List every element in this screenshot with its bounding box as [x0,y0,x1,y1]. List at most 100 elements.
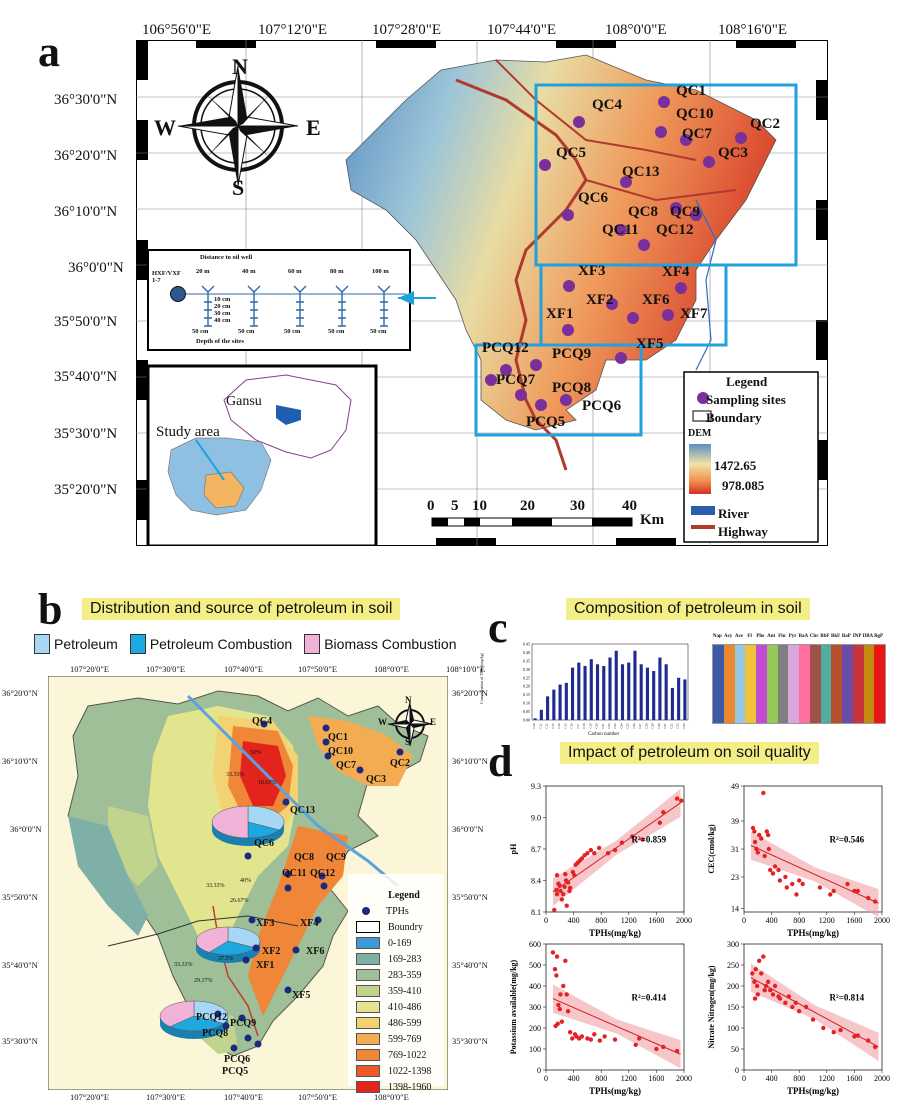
site-label: PCQ5 [526,414,566,430]
scale-tick: 0 [427,498,435,514]
scatter-point [567,888,572,894]
pie-slice [193,1000,229,1024]
scatter-point [817,885,823,890]
panel-letter-d: d [488,737,513,786]
pah-labels: Nap Acy Ace Fl Phe Ant Flu Pyr BaA Chr BbF BkF BaP IN… [712,634,884,639]
legend-sampling: Sampling sites [706,392,786,407]
panel-d: d Impact of petroleum on soil quality 0 4… [480,730,900,1106]
scatter-point [872,899,878,904]
pah-segment [766,645,778,723]
site-label: QC7 [682,126,712,142]
scatter-point [845,881,850,887]
scatter-point [755,992,760,997]
class-swatch [356,953,380,965]
gansu-label: Gansu [226,394,262,409]
pie-label: 16.67% [258,780,277,786]
scatter-point [612,1037,618,1042]
depth-distance: 20 m [196,268,210,275]
scatter-point [756,958,762,963]
pah-label: BaA [798,634,809,639]
depth-value: 30 cm [214,310,231,317]
scatter-point [764,829,769,834]
site-label: XF4 [662,264,690,280]
scatter-plot: 0 400 800 1200 1600 2000 300 250 200 150 100 50 0 TPH… [707,940,890,1096]
scatter-point [640,837,645,842]
coord-label: 35°50'0"N [54,314,118,330]
legend-boundary: Boundry [356,919,452,935]
scatter-point [674,796,680,801]
y-tick-label: 31 [731,845,739,854]
bar [558,684,562,720]
pah-label: BaP [841,634,851,639]
scale-tick: 5 [451,498,459,514]
coord-label: 36°10'0"N [2,756,38,766]
panel-a: a 106°56'0"E 107°12'0"E 107°28'0"E 107°4… [38,22,828,546]
bar [627,662,631,720]
scatter-point [776,867,781,873]
x-tick-label: 1200 [621,1074,637,1083]
y-axis-label: pH [509,843,518,854]
site-label: XF6 [642,292,670,308]
scatter-point [588,847,594,853]
panel-a-map [136,40,828,546]
scatter-point [783,1000,788,1005]
pie-label: 37.5% [218,956,234,962]
compass-n: N [232,54,248,79]
scatter-point [559,897,565,902]
site-label: QC5 [556,145,586,161]
spacing-label: 50 cm [284,328,301,335]
scatter-point [550,950,556,955]
site-label: PCQ9 [230,1018,257,1029]
class-swatch [356,969,380,981]
scatter-point [552,907,557,913]
pah-label: BkF [831,634,841,639]
x-tick-label: 400 [766,916,778,925]
class-label: 283-359 [388,969,422,981]
site-label: QC8 [628,204,658,220]
scatter-point [759,836,764,841]
x-tick-label: C22 [607,723,611,729]
r-squared-label: R²=0.814 [830,993,865,1003]
scatter-point [561,983,566,989]
y-tick-label: 300 [529,1003,541,1012]
legend-tphs-label: TPHs [386,905,409,917]
site-label: XF2 [262,946,281,957]
y-tick-label: 8.1 [531,908,541,917]
pie-label: 33.33% [174,962,193,968]
pah-segment [874,645,885,723]
pie-label: 33.33% [226,772,245,778]
site-label: PCQ9 [552,346,592,362]
scatter-point [630,834,635,839]
scatter-point [759,971,764,976]
scatter-point [762,853,767,859]
depth-value: 10 cm [214,296,231,303]
depth-profile-svg [186,280,406,332]
y-tick-label: 150 [727,1003,739,1012]
pie-slice [195,926,229,953]
coord-label: 107°20'0"E [70,664,110,674]
panel-b: b Distribution and source of petroleum i… [0,560,488,1106]
legend-dem-low: 978.085 [722,478,765,493]
y-axis-label: Nitrate Nitrogen(mg/kg) [707,965,716,1049]
scatter-point [755,850,760,855]
coord-label: 107°40'0"E [224,664,264,674]
coord-label: 107°30'0"E [146,664,186,674]
pah-segment [809,645,821,723]
scatter-point [555,1021,560,1026]
legend-classes: 0-169 169-283 283-359 359-410 410-486 486-599… [356,935,452,1095]
bar [552,689,556,720]
legend-dem-high: 1472.65 [714,458,757,473]
well-icon [170,286,186,302]
scatter-point [803,1004,809,1010]
scatter-point [821,1025,826,1031]
site-label: PCQ8 [202,1028,229,1039]
coord-label: 106°56'0"E [142,22,211,38]
source-label: Petroleum [54,636,118,652]
bar [639,664,643,720]
coord-label: 107°28'0"E [372,22,441,38]
y-tick-label: 0.05 [523,709,530,714]
site-label: QC1 [328,732,348,743]
y-tick-label: 200 [727,982,739,991]
scatter-point [752,996,758,1001]
depth-distance: 40 m [242,268,256,275]
